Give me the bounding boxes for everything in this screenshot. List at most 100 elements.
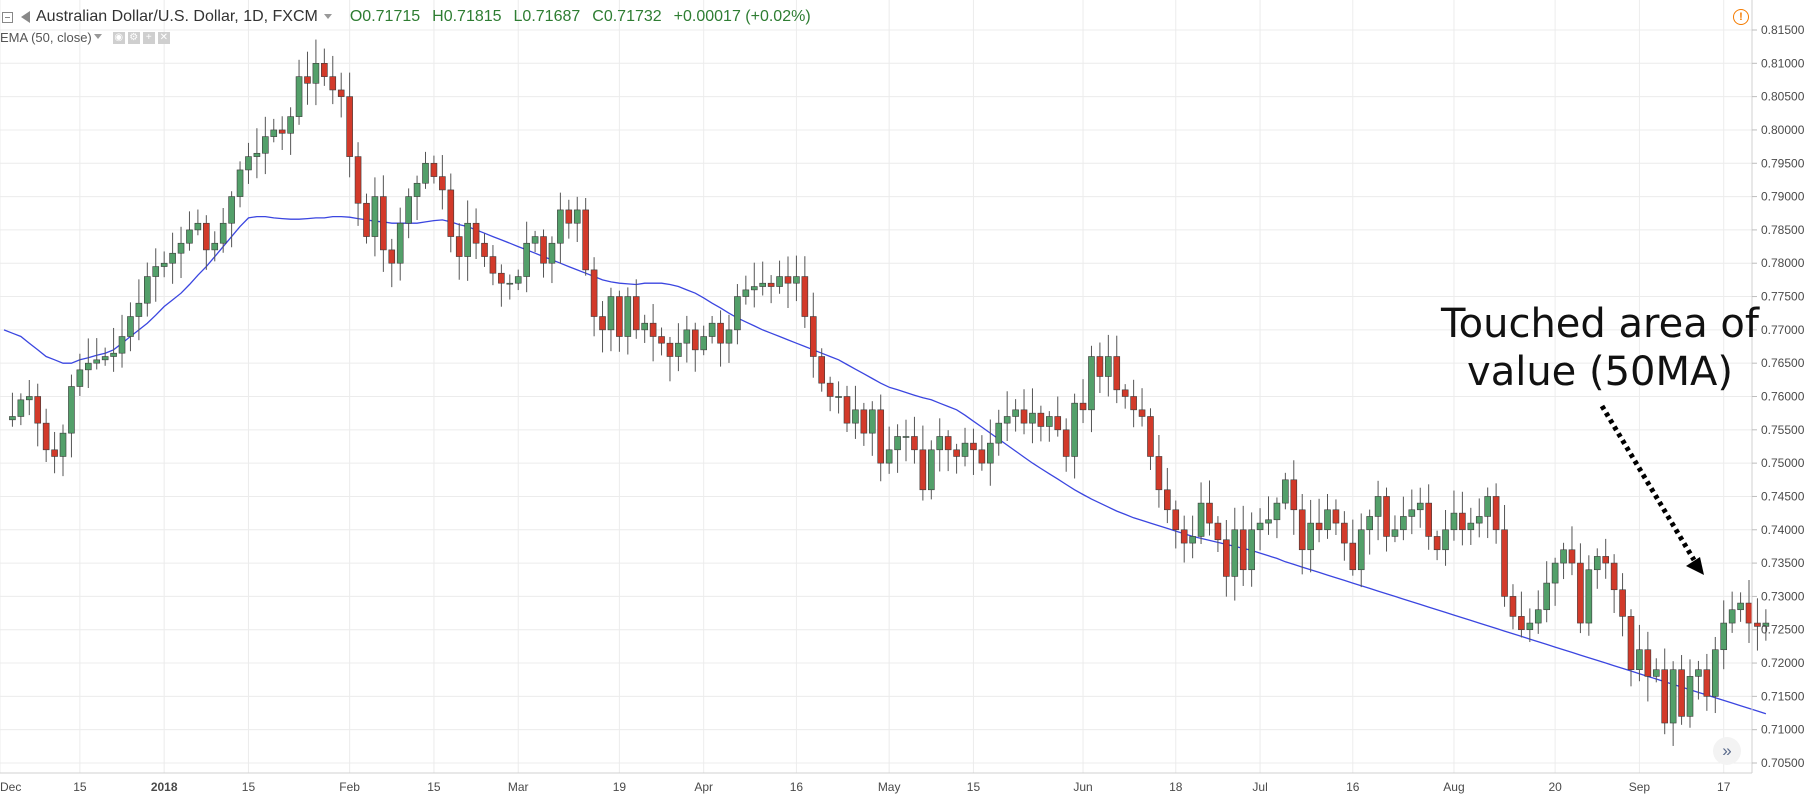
candle[interactable] — [1214, 516, 1222, 552]
candle[interactable] — [1105, 334, 1112, 397]
candle[interactable] — [211, 231, 219, 262]
candle[interactable] — [25, 380, 33, 416]
candle[interactable] — [826, 376, 834, 412]
candle[interactable] — [1088, 345, 1095, 433]
symbol-title[interactable]: Australian Dollar/U.S. Dollar, 1D, FXCM — [36, 8, 318, 25]
candle[interactable] — [658, 327, 665, 356]
candle[interactable] — [1037, 405, 1045, 442]
candle[interactable] — [1282, 472, 1289, 510]
candle[interactable] — [759, 261, 767, 296]
candle[interactable] — [464, 200, 471, 281]
candle[interactable] — [329, 55, 337, 105]
candle[interactable] — [169, 232, 176, 284]
candle[interactable] — [1543, 561, 1550, 623]
candle[interactable] — [1374, 480, 1382, 541]
candle[interactable] — [927, 440, 935, 500]
candle[interactable] — [152, 248, 160, 302]
candle[interactable] — [1383, 487, 1390, 552]
candle[interactable] — [632, 279, 640, 339]
candle[interactable] — [68, 374, 75, 458]
candle[interactable] — [784, 256, 792, 309]
candle[interactable] — [455, 223, 463, 280]
candle[interactable] — [582, 198, 589, 276]
candle[interactable] — [885, 426, 893, 474]
indicator-title[interactable]: EMA (50, close) — [0, 30, 92, 45]
candle[interactable] — [1627, 609, 1635, 687]
candle[interactable] — [135, 279, 143, 341]
candle[interactable] — [203, 215, 210, 270]
candle[interactable] — [1526, 608, 1534, 643]
candle[interactable] — [1467, 507, 1475, 545]
alert-circle-icon[interactable]: ! — [1733, 9, 1749, 25]
candle[interactable] — [1669, 661, 1677, 746]
candle[interactable] — [1442, 510, 1449, 566]
candle[interactable] — [295, 59, 303, 125]
candle[interactable] — [253, 128, 261, 179]
candle[interactable] — [1349, 519, 1357, 576]
candle[interactable] — [160, 251, 168, 278]
candle[interactable] — [1341, 511, 1348, 561]
candle[interactable] — [1029, 388, 1036, 444]
candle[interactable] — [877, 394, 885, 482]
candle[interactable] — [1754, 598, 1761, 651]
candle[interactable] — [1492, 483, 1500, 544]
candle[interactable] — [1484, 487, 1491, 539]
candle[interactable] — [1315, 498, 1323, 543]
candle[interactable] — [388, 238, 396, 288]
candle[interactable] — [540, 229, 547, 278]
candle[interactable] — [1501, 504, 1508, 607]
candle[interactable] — [498, 264, 505, 307]
candle[interactable] — [1459, 491, 1466, 546]
candle[interactable] — [818, 348, 826, 392]
double-chevron-right-icon[interactable]: » — [1713, 737, 1741, 765]
candle[interactable] — [354, 142, 362, 226]
candle[interactable] — [1256, 508, 1264, 551]
candle[interactable] — [1012, 399, 1019, 432]
candle[interactable] — [1695, 660, 1702, 700]
candle[interactable] — [1602, 538, 1609, 579]
candle[interactable] — [278, 116, 286, 150]
candle[interactable] — [1636, 624, 1643, 682]
candle[interactable] — [1619, 573, 1626, 637]
candle[interactable] — [396, 207, 404, 281]
candle[interactable] — [1298, 494, 1306, 575]
candle[interactable] — [1307, 499, 1314, 573]
candle[interactable] — [1172, 500, 1180, 549]
candle[interactable] — [1644, 631, 1652, 702]
candle[interactable] — [430, 155, 438, 184]
candle[interactable] — [750, 262, 758, 308]
candle[interactable] — [228, 191, 235, 248]
candle[interactable] — [1180, 515, 1188, 563]
candle[interactable] — [144, 262, 151, 317]
candle[interactable] — [717, 310, 724, 367]
candle[interactable] — [1610, 554, 1618, 614]
candle[interactable] — [262, 116, 269, 175]
candle[interactable] — [110, 327, 117, 372]
candle[interactable] — [371, 177, 379, 257]
candle[interactable] — [270, 118, 278, 143]
candle[interactable] — [1568, 526, 1576, 576]
candle[interactable] — [514, 269, 522, 291]
candle[interactable] — [304, 51, 311, 105]
candle[interactable] — [548, 236, 556, 284]
candle[interactable] — [312, 39, 320, 106]
candle[interactable] — [1366, 509, 1373, 555]
candle[interactable] — [1164, 467, 1171, 524]
candle[interactable] — [1509, 584, 1517, 630]
candle[interactable] — [641, 314, 648, 343]
candle[interactable] — [700, 325, 707, 356]
candle[interactable] — [725, 314, 733, 363]
candle[interactable] — [405, 188, 412, 239]
candle[interactable] — [683, 315, 691, 363]
candle[interactable] — [616, 290, 623, 352]
candle[interactable] — [531, 230, 539, 253]
candle[interactable] — [1155, 434, 1163, 508]
candle[interactable] — [573, 196, 581, 243]
candle[interactable] — [1593, 548, 1601, 589]
candle[interactable] — [1450, 490, 1458, 541]
candle[interactable] — [1071, 393, 1078, 479]
candle[interactable] — [1079, 379, 1087, 424]
candle[interactable] — [1703, 653, 1711, 711]
candle[interactable] — [76, 353, 84, 396]
